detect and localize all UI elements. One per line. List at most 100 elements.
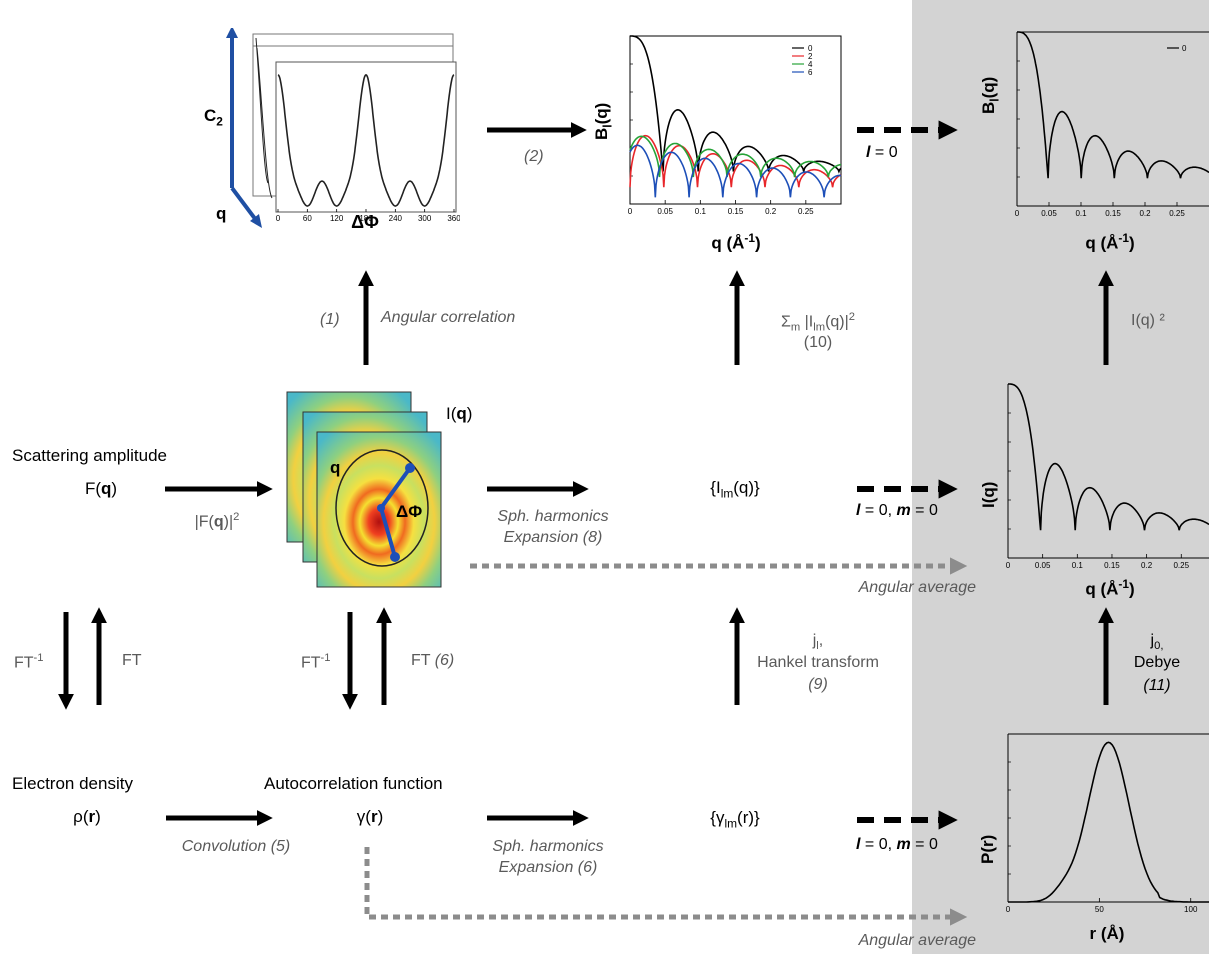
step-10-label: (10) bbox=[803, 334, 833, 351]
tick-label: 0.2 bbox=[1139, 209, 1151, 218]
pr-series bbox=[1008, 741, 1209, 903]
dotted-arrow-angular-average-2 bbox=[364, 847, 968, 926]
ft-1-label: FT bbox=[122, 652, 142, 669]
c2-back-curve bbox=[255, 37, 273, 199]
jl-label: jl, bbox=[812, 632, 824, 653]
scattering-amplitude-label: Scattering amplitude bbox=[12, 446, 167, 465]
tick-label: 0 bbox=[1015, 209, 1020, 218]
rho-r-label: ρ(r) bbox=[73, 807, 101, 826]
tick-label: 0.15 bbox=[1105, 209, 1121, 218]
tick-label: 0.15 bbox=[1104, 561, 1120, 570]
tick-label: 0.25 bbox=[1173, 561, 1189, 570]
autocorrelation-label: Autocorrelation function bbox=[264, 774, 443, 793]
c2-tick-label: 300 bbox=[418, 214, 432, 223]
Ilm-q-label: {Ilm(q)} bbox=[710, 478, 760, 501]
tick-label: 0.05 bbox=[1035, 561, 1051, 570]
bl-middle-series-6 bbox=[629, 144, 841, 198]
l0m0-mid-label: l = 0, m = 0 bbox=[856, 502, 938, 519]
c2-xlabel: ΔΦ bbox=[351, 212, 379, 232]
tick-label: 0 bbox=[1006, 905, 1011, 914]
c2-tick-label: 360 bbox=[447, 214, 460, 223]
tick-label: 0.05 bbox=[1041, 209, 1057, 218]
j0-label: j0, bbox=[1150, 632, 1164, 653]
tick-label: 0 bbox=[1006, 561, 1011, 570]
iq-plot: 0 0.05 0.1 0.15 0.2 0.25 bbox=[1006, 383, 1209, 570]
sph-harmonics-6-line1: Sph. harmonics bbox=[492, 838, 604, 855]
legend-label: 0 bbox=[808, 44, 813, 53]
pr-plot: 0 50 100 bbox=[1006, 733, 1209, 914]
tick-label: 100 bbox=[1184, 905, 1198, 914]
pattern-q-label: q bbox=[330, 458, 341, 477]
angular-correlation-label: Angular correlation bbox=[381, 309, 516, 326]
c2-tick-label: 60 bbox=[303, 214, 312, 223]
F-q-label: F(q) bbox=[84, 479, 118, 498]
c2-axis-arrowhead-q bbox=[250, 214, 262, 228]
bl-middle-xlabel: q (Å-1) bbox=[711, 231, 761, 253]
tick-label: 0.1 bbox=[695, 207, 707, 216]
c2-q-axis bbox=[230, 186, 258, 222]
step-1-label: (1) bbox=[320, 311, 340, 328]
sum-m-label: Σm |Ilm(q)|2 bbox=[780, 311, 856, 334]
tick-label: 0.25 bbox=[1169, 209, 1185, 218]
c2-tick-label: 120 bbox=[330, 214, 344, 223]
convolution-label: Convolution (5) bbox=[181, 838, 291, 855]
tick-label: 0 bbox=[628, 207, 633, 216]
l0m0-bot-label: l = 0, m = 0 bbox=[856, 836, 938, 853]
c2-tick-label: 240 bbox=[389, 214, 403, 223]
ft-inv-1-label: FT-1 bbox=[14, 652, 44, 672]
pr-ylabel: P(r) bbox=[978, 834, 997, 864]
tick-label: 0.15 bbox=[728, 207, 744, 216]
c2-x-ticks: 0 60 120 180 240 300 360 bbox=[276, 209, 460, 223]
Iq2-label: I(q) ² bbox=[1131, 312, 1165, 329]
ft-inv-2-label: FT-1 bbox=[301, 652, 331, 672]
gamma-lm-label: {γlm(r)} bbox=[710, 808, 760, 831]
tick-label: 0.05 bbox=[657, 207, 673, 216]
iq-xlabel: q (Å-1) bbox=[1085, 577, 1135, 599]
step-2-label: (2) bbox=[524, 148, 544, 165]
debye-label: Debye bbox=[1133, 654, 1181, 671]
angular-average-2-label: Angular average bbox=[858, 932, 976, 949]
sph-harmonics-8-line1: Sph. harmonics bbox=[497, 508, 609, 525]
step-9-label: (9) bbox=[808, 676, 828, 693]
tick-label: 0.25 bbox=[798, 207, 814, 216]
bl-right-ylabel: Bl(q) bbox=[979, 76, 1002, 114]
c2-tick-label: 0 bbox=[276, 214, 281, 223]
tick-label: 0.2 bbox=[1141, 561, 1153, 570]
iq-ylabel: I(q) bbox=[979, 481, 998, 508]
c2-plot: 0 60 120 180 240 300 360 bbox=[226, 28, 460, 228]
c2-front-curve bbox=[277, 74, 455, 207]
tick-label: 50 bbox=[1095, 905, 1104, 914]
step-11-label: (11) bbox=[1143, 677, 1171, 694]
c2-q-label: q bbox=[216, 204, 227, 223]
l0-top-label: l = 0 bbox=[866, 144, 898, 161]
tick-label: 0.2 bbox=[765, 207, 777, 216]
iq-series bbox=[1008, 383, 1209, 531]
c2-ylabel: C2 bbox=[204, 106, 223, 129]
c2-axis-arrowhead-up bbox=[226, 28, 238, 38]
sph-harmonics-6-line2: Expansion (6) bbox=[498, 859, 598, 876]
hankel-label: Hankel transform bbox=[757, 654, 879, 671]
legend-label: 6 bbox=[808, 68, 813, 77]
bl-right-series-0 bbox=[1017, 31, 1209, 179]
legend-label: 0 bbox=[1182, 44, 1187, 53]
angular-average-1-label: Angular average bbox=[858, 579, 976, 596]
bl-right-xlabel: q (Å-1) bbox=[1085, 231, 1135, 253]
bl-middle-series-4 bbox=[629, 135, 842, 178]
ft-6-label: FT (6) bbox=[411, 652, 455, 669]
F-squared-label: |F(q)|2 bbox=[194, 511, 240, 531]
bl-middle-series-0 bbox=[630, 35, 842, 174]
gamma-r-label: γ(r) bbox=[356, 807, 384, 826]
diffraction-pattern-stack bbox=[286, 391, 442, 588]
bl-middle-ylabel: Bl(q) bbox=[592, 102, 615, 140]
electron-density-label: Electron density bbox=[12, 774, 133, 793]
c2-tick-label: 180 bbox=[359, 214, 373, 223]
legend-label: 2 bbox=[808, 52, 813, 61]
sph-harmonics-8-line2: Expansion (8) bbox=[503, 529, 603, 546]
pr-xlabel: r (Å) bbox=[1089, 924, 1125, 943]
tick-label: 0.1 bbox=[1075, 209, 1087, 218]
pattern-Iq-label: I(q) bbox=[446, 404, 473, 423]
legend-label: 4 bbox=[808, 60, 813, 69]
